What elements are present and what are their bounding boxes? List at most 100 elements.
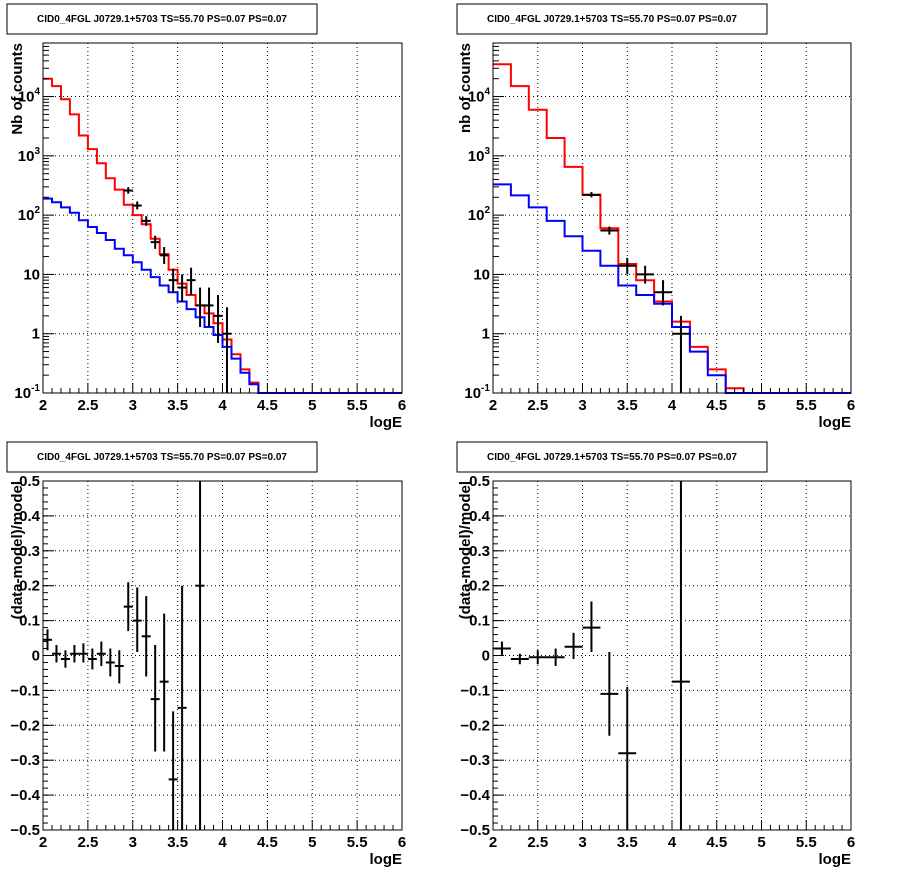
y-tick-label-base: −0.5 bbox=[10, 822, 40, 839]
data-point bbox=[60, 650, 70, 668]
y-tick-label: 0.1 bbox=[469, 613, 490, 630]
y-tick-label-base: 10 bbox=[18, 148, 35, 165]
data-point bbox=[546, 648, 565, 666]
data-point bbox=[582, 192, 601, 198]
y-tick-label-base: 0.2 bbox=[19, 578, 40, 595]
data-point bbox=[204, 287, 214, 327]
y-tick-label-base: 1 bbox=[482, 326, 490, 343]
y-tick-label: −0.2 bbox=[10, 717, 40, 734]
y-tick-label-base: 0.3 bbox=[19, 543, 40, 560]
data-point bbox=[186, 267, 196, 295]
x-axis-title: logE bbox=[819, 414, 852, 431]
chart-title: CID0_4FGL J0729.1+5703 TS=55.70 PS=0.07 … bbox=[37, 14, 287, 25]
data-point bbox=[132, 201, 142, 210]
grid bbox=[43, 481, 402, 830]
y-axis-title: (data-model)/model bbox=[457, 481, 474, 619]
data-point bbox=[510, 653, 529, 665]
y-tick-label: 104 bbox=[18, 87, 41, 106]
x-tick-label: 4.5 bbox=[706, 397, 727, 414]
data-point bbox=[141, 216, 151, 226]
y-tick-label-base: −0.2 bbox=[10, 717, 40, 734]
x-tick-label: 5 bbox=[308, 397, 316, 414]
y-tick-label-base: 10 bbox=[464, 385, 481, 402]
data-point bbox=[528, 650, 547, 665]
data-point bbox=[159, 613, 169, 752]
x-tick-label: 2.5 bbox=[77, 397, 98, 414]
y-tick-label-base: 10 bbox=[18, 207, 35, 224]
data-point bbox=[600, 652, 619, 736]
x-tick-label: 3.5 bbox=[617, 397, 638, 414]
y-tick-label: 0 bbox=[32, 648, 40, 665]
y-tick-label-exponent: 3 bbox=[484, 146, 490, 157]
x-axis-title: logE bbox=[370, 851, 403, 868]
y-tick-label-exponent: 2 bbox=[34, 205, 40, 216]
data-point bbox=[123, 582, 133, 632]
data-point bbox=[618, 686, 637, 830]
x-tick-label: 6 bbox=[398, 834, 406, 851]
x-tick-label: 2 bbox=[489, 834, 497, 851]
chart-title: CID0_4FGL J0729.1+5703 TS=55.70 PS=0.07 … bbox=[487, 14, 737, 25]
x-tick-label: 4.5 bbox=[257, 834, 278, 851]
x-tick-label: 2 bbox=[39, 397, 47, 414]
data-points bbox=[123, 187, 232, 393]
data-point bbox=[177, 585, 187, 830]
y-tick-label: −0.1 bbox=[460, 682, 490, 699]
y-tick-label: 0.2 bbox=[469, 578, 490, 595]
y-tick-label-base: −0.3 bbox=[10, 752, 40, 769]
y-tick-label-base: 10 bbox=[18, 89, 35, 106]
y-tick-label: 10 bbox=[473, 266, 490, 283]
y-tick-label-base: −0.1 bbox=[460, 682, 490, 699]
data-points bbox=[493, 481, 690, 830]
y-tick-label: 103 bbox=[18, 146, 41, 165]
x-tick-label: 2.5 bbox=[527, 397, 548, 414]
y-tick-label-base: 0.1 bbox=[469, 613, 490, 630]
data-point bbox=[159, 247, 169, 264]
panel-counts-left: CID0_4FGL J0729.1+5703 TS=55.70 PS=0.07 … bbox=[6, 3, 406, 431]
y-tick-label: −0.3 bbox=[10, 752, 40, 769]
y-tick-label: −0.1 bbox=[10, 682, 40, 699]
y-tick-label-exponent: 3 bbox=[34, 146, 40, 157]
y-tick-label-base: 10 bbox=[23, 266, 40, 283]
y-tick-label: 0.5 bbox=[19, 473, 40, 490]
y-tick-label-base: 0.4 bbox=[19, 508, 41, 525]
y-tick-label: 0.4 bbox=[19, 508, 41, 525]
data-point bbox=[222, 307, 232, 393]
y-tick-label-base: 0 bbox=[32, 648, 40, 665]
data-point bbox=[87, 648, 97, 670]
data-point bbox=[96, 641, 106, 666]
y-tick-label: −0.4 bbox=[460, 787, 490, 804]
data-point bbox=[69, 645, 79, 663]
data-point bbox=[636, 265, 655, 284]
y-tick-label: −0.2 bbox=[460, 717, 490, 734]
x-tick-label: 3 bbox=[578, 834, 586, 851]
x-axis: 2 2.5 3 3.5 4 4.5 5 5.5 6 bbox=[39, 383, 406, 414]
data-point bbox=[564, 632, 583, 659]
x-tick-label: 6 bbox=[398, 397, 406, 414]
y-axis: −0.5 −0.4 −0.3 −0.2 −0.1 0 0.1 0.2 0.3 0.4 0.5 bbox=[10, 473, 54, 839]
y-tick-label: 10-1 bbox=[464, 383, 490, 402]
y-tick-label: 0 bbox=[482, 648, 490, 665]
y-tick-label: 0.5 bbox=[469, 473, 490, 490]
x-axis: 2 2.5 3 3.5 4 4.5 5 5.5 6 bbox=[489, 820, 855, 851]
x-axis: 2 2.5 3 3.5 4 4.5 5 5.5 6 bbox=[39, 820, 406, 851]
y-tick-label-base: 0.5 bbox=[19, 473, 40, 490]
data-point bbox=[195, 481, 205, 830]
y-tick-label-base: 10 bbox=[468, 89, 485, 106]
x-tick-label: 3 bbox=[129, 397, 137, 414]
y-tick-label: 0.3 bbox=[469, 543, 490, 560]
y-tick-label: 104 bbox=[468, 87, 491, 106]
y-tick-label: 0.4 bbox=[469, 508, 491, 525]
data-point bbox=[672, 315, 690, 393]
y-tick-label-base: −0.5 bbox=[460, 822, 490, 839]
y-tick-label-base: 0.5 bbox=[469, 473, 490, 490]
y-tick-label-base: 0.2 bbox=[469, 578, 490, 595]
title-box bbox=[6, 441, 318, 473]
data-point bbox=[672, 481, 690, 830]
y-tick-label-base: 10 bbox=[468, 207, 485, 224]
x-tick-label: 2 bbox=[489, 397, 497, 414]
data-point bbox=[177, 274, 187, 302]
title-box bbox=[456, 441, 768, 473]
